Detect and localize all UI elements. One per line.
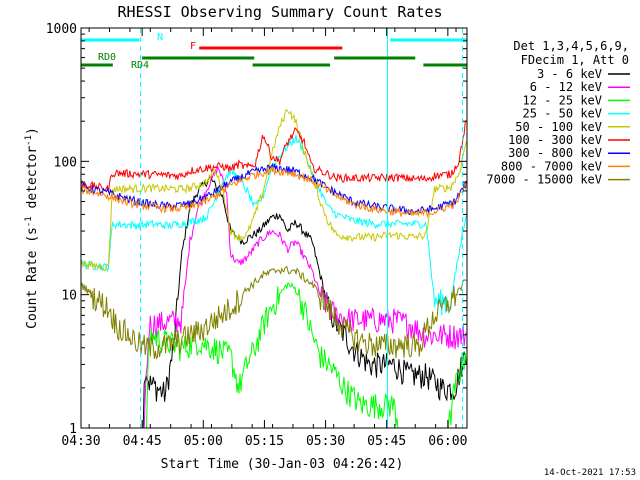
ylabel-part-1: Count Rate (s <box>25 227 40 329</box>
legend-label: 800 - 7000 keV <box>501 159 602 173</box>
x-tick-label: 05:00 <box>184 434 223 449</box>
x-tick-label: 04:30 <box>61 434 100 449</box>
legend-label: 100 - 300 keV <box>508 133 602 147</box>
timestamp: 14-Oct-2021 17:53 <box>544 468 636 478</box>
x-tick-label: 05:30 <box>306 434 345 449</box>
legend-label: 25 - 50 keV <box>523 107 602 121</box>
y-tick-label: 10 <box>61 289 77 304</box>
state-bar-label-f: F <box>190 41 196 52</box>
y-tick-label: 1 <box>69 422 77 437</box>
series-line-4 <box>81 134 467 316</box>
axes-layer: 1 10 100 1000 04:30 04:45 05:00 05:15 05:30 05:45… <box>46 22 468 449</box>
legend: Det 1,3,4,5,6,9, FDecim 1, Att 0 3 - 6 k… <box>486 39 630 187</box>
legend-label: 7000 - 15000 keV <box>486 173 602 187</box>
series-line-1 <box>142 176 467 428</box>
series-line-8 <box>81 166 467 219</box>
ylabel-sup-1: -1 <box>24 216 34 227</box>
series-layer <box>81 28 467 428</box>
ylabel-part-3: ) <box>25 127 40 135</box>
x-tick-label: 05:15 <box>245 434 284 449</box>
legend-label: 300 - 800 keV <box>508 146 602 160</box>
state-bar-label-rd0: RD0 <box>98 52 116 63</box>
series-line-7 <box>81 162 467 216</box>
series-line-9 <box>81 265 467 360</box>
series-line-2 <box>142 165 467 428</box>
legend-header-line-1: Det 1,3,4,5,6,9, <box>513 39 629 53</box>
state-bars-layer: N F RD0 RD4 <box>81 32 467 71</box>
state-bar-label-n: N <box>157 32 163 43</box>
series-line-6 <box>81 120 467 193</box>
legend-label: 6 - 12 keV <box>530 80 602 94</box>
x-tick-label: 04:45 <box>123 434 162 449</box>
x-axis-label: Start Time (30-Jan-03 04:26:42) <box>161 457 404 472</box>
y-axis-label: Count Rate (s-1 detector-1) <box>24 127 40 329</box>
y-tick-label: 100 <box>54 155 77 170</box>
x-tick-label: 05:45 <box>367 434 406 449</box>
x-tick-label: 06:00 <box>428 434 467 449</box>
chart-title: RHESSI Observing Summary Count Rates <box>117 3 442 21</box>
plot-frame <box>80 27 468 429</box>
legend-header-line-2: FDecim 1, Att 0 <box>521 53 629 67</box>
legend-label: 50 - 100 keV <box>515 120 602 134</box>
legend-label: 3 - 6 keV <box>537 67 602 81</box>
state-bar-label-rd4: RD4 <box>131 60 149 71</box>
series-line-3 <box>146 281 467 428</box>
y-tick-label: 1000 <box>46 22 77 37</box>
ylabel-sup-2: -1 <box>24 135 34 146</box>
legend-label: 12 - 25 keV <box>523 93 602 107</box>
series-line-5 <box>81 109 467 272</box>
ylabel-part-2: detector <box>25 146 40 217</box>
